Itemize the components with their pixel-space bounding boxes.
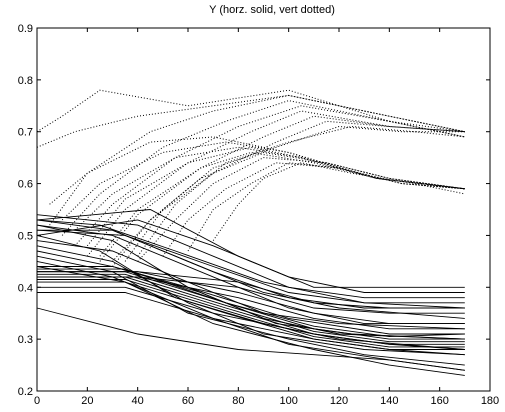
vertical-dotted-curve-3 xyxy=(61,100,465,236)
chart-title: Y (horz. solid, vert dotted) xyxy=(209,4,335,16)
vertical-dotted-curve-0 xyxy=(36,89,465,133)
y-tick-label: 0.2 xyxy=(18,386,33,398)
horizontal-solid-curve-20 xyxy=(36,307,465,371)
y-tick-label: 0.6 xyxy=(18,179,33,191)
y-tick-label: 0.9 xyxy=(18,23,33,35)
vertical-dotted-curve-18 xyxy=(187,162,465,252)
horizontal-solid-curve-25 xyxy=(37,229,465,319)
axes-layer: 0 20 40 60 80 100 120 140 160 180 0.2 0.3 0.4 0.5 0.6 0… xyxy=(18,23,499,407)
horizontal-solid-curve-24 xyxy=(37,271,465,309)
horizontal-solid-curve-11 xyxy=(36,214,465,299)
horizontal-solid-curve-3 xyxy=(37,273,465,343)
horizontal-solid-curve-16 xyxy=(36,245,465,356)
vertical-dotted-curve-14 xyxy=(99,151,465,257)
vertical-dotted-curve-15 xyxy=(112,151,465,262)
x-tick-label: 100 xyxy=(279,395,297,407)
y-tick-label: 0.5 xyxy=(18,230,33,242)
horizontal-solid-curve-9 xyxy=(36,219,465,309)
vertical-dotted-curve-8 xyxy=(124,125,465,262)
vertical-dotted-curve-5 xyxy=(86,110,465,257)
x-tick-label: 60 xyxy=(182,395,194,407)
vertical-dotted-curve-16 xyxy=(137,157,465,262)
horizontal-solid-curve-22 xyxy=(37,292,465,356)
horizontal-solid-curve-29 xyxy=(37,266,465,335)
vertical-dotted-curve-9 xyxy=(137,125,465,257)
horizontal-solid-curve-10 xyxy=(36,229,465,304)
horizontal-solid-curve-26 xyxy=(36,240,465,330)
y-tick-label: 0.8 xyxy=(18,75,33,87)
x-tick-label: 40 xyxy=(132,395,144,407)
horizontal-solid-curve-15 xyxy=(36,234,465,350)
vertical-dotted-curve-6 xyxy=(99,115,465,262)
plot-frame xyxy=(36,27,491,392)
vertical-dotted-curve-12 xyxy=(74,146,465,231)
vertical-dotted-curve-13 xyxy=(86,146,465,247)
horizontal-solid-curve-5 xyxy=(37,281,465,350)
x-tick-label: 120 xyxy=(330,395,348,407)
vertical-dotted-curve-11 xyxy=(61,141,465,221)
vertical-dotted-curve-19 xyxy=(212,162,465,241)
horizontal-solid-curve-21 xyxy=(37,286,465,350)
y-tick-label: 0.7 xyxy=(18,127,33,139)
horizontal-solid-curve-27 xyxy=(36,250,465,340)
vertical-dotted-curve-4 xyxy=(74,105,465,247)
x-tick-label: 20 xyxy=(81,395,93,407)
horizontal-solid-curve-17 xyxy=(36,255,465,366)
y-tick-label: 0.4 xyxy=(18,282,33,294)
vertical-dotted-curve-7 xyxy=(112,120,465,267)
x-tick-label: 0 xyxy=(34,395,40,407)
x-tick-label: 80 xyxy=(232,395,244,407)
horizontal-solid-curve-13 xyxy=(36,219,465,293)
x-tick-label: 180 xyxy=(481,395,499,407)
x-tick-label: 140 xyxy=(380,395,398,407)
curves-layer xyxy=(36,89,465,376)
horizontal-solid-curve-19 xyxy=(36,266,465,376)
vertical-dotted-curve-1 xyxy=(36,94,465,148)
x-tick-label: 160 xyxy=(430,395,448,407)
y-tick-label: 0.3 xyxy=(18,334,33,346)
horizontal-solid-curve-28 xyxy=(36,219,465,309)
